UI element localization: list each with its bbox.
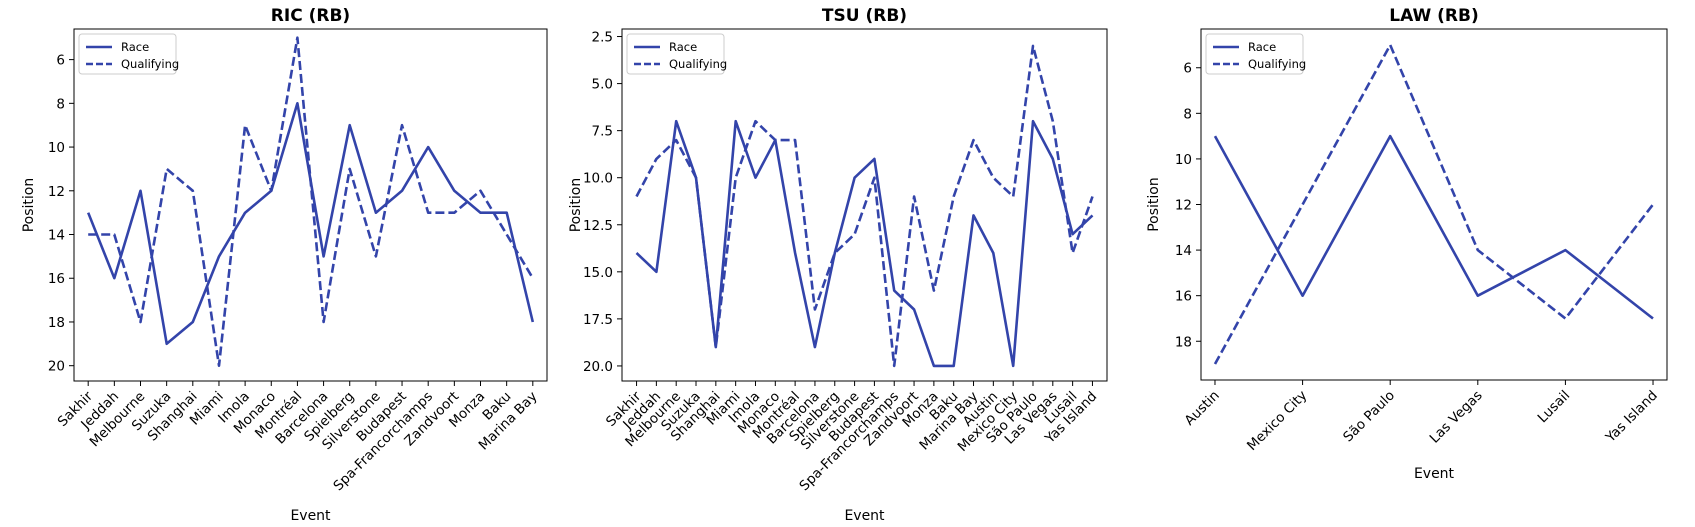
y-tick-label: 18 — [1175, 334, 1192, 350]
y-tick-label: 18 — [48, 315, 65, 331]
y-tick-label: 6 — [56, 53, 65, 69]
axes-frame — [73, 28, 548, 382]
y-tick-label: 7.5 — [592, 124, 613, 140]
legend-label-qualifying: Qualifying — [669, 57, 727, 71]
y-tick-label: 15.0 — [583, 265, 613, 281]
legend: Race Qualifying — [626, 33, 727, 75]
legend-label-qualifying: Qualifying — [121, 57, 179, 71]
y-tick-label: 14 — [1175, 243, 1192, 259]
series-line-race — [1213, 134, 1654, 320]
y-tick-label: 17.5 — [583, 312, 613, 328]
y-tick-label: 12.5 — [583, 218, 613, 234]
legend-label-qualifying: Qualifying — [1248, 57, 1306, 71]
y-axis-label: Position — [1146, 177, 1162, 232]
x-axis-label: Event — [1414, 466, 1455, 482]
chart-title: LAW (RB) — [1389, 6, 1478, 26]
y-tick-label: 12 — [1175, 198, 1192, 214]
y-tick-label: 20 — [48, 359, 65, 375]
legend-box — [78, 33, 177, 75]
y-tick-label: 14 — [48, 228, 65, 244]
legend: Race Qualifying — [1205, 33, 1306, 75]
legend-label-race: Race — [121, 40, 149, 54]
x-axis-label: Event — [290, 508, 331, 524]
series-line-qualifying — [1213, 43, 1655, 365]
x-axis-label: Event — [844, 508, 885, 524]
legend-box — [626, 33, 725, 75]
y-tick-label: 10 — [48, 140, 65, 156]
y-tick-label: 8 — [56, 96, 65, 112]
y-tick-label: 12 — [48, 184, 65, 200]
axes-frame — [1200, 28, 1668, 381]
y-tick-label: 6 — [1183, 61, 1192, 77]
legend-label-race: Race — [1248, 40, 1276, 54]
y-tick-label: 10.0 — [583, 171, 613, 187]
y-tick-label: 10 — [1175, 152, 1192, 168]
y-tick-label: 20.0 — [583, 359, 613, 375]
y-axis-label: Position — [568, 178, 584, 233]
axes-frame — [621, 28, 1108, 382]
y-tick-label: 8 — [1183, 106, 1192, 122]
series-line-qualifying — [635, 44, 1094, 368]
y-tick-label: 2.5 — [592, 30, 613, 46]
y-axis-label: Position — [21, 178, 37, 233]
series-line-qualifying — [88, 36, 534, 368]
y-tick-label: 16 — [1175, 289, 1192, 305]
y-tick-label: 5.0 — [592, 77, 613, 93]
y-tick-label: 16 — [48, 271, 65, 287]
legend-label-race: Race — [669, 40, 697, 54]
legend-box — [1205, 33, 1304, 75]
chart-title: TSU (RB) — [822, 6, 907, 26]
legend: Race Qualifying — [78, 33, 179, 75]
chart-title: RIC (RB) — [271, 6, 350, 26]
